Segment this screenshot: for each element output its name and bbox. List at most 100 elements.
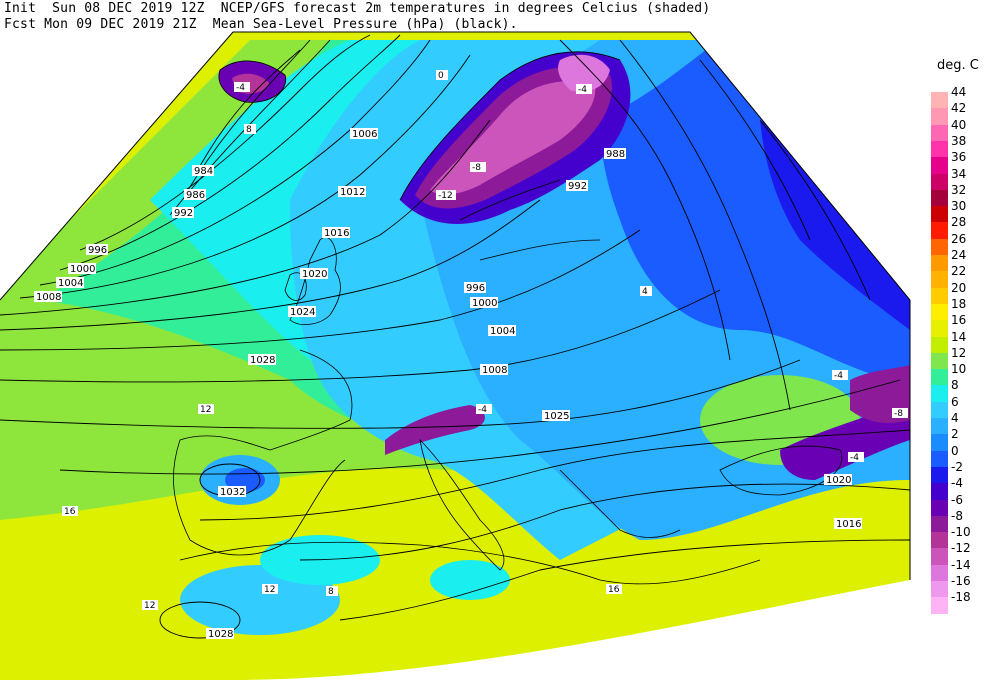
legend-label: 34 (951, 166, 967, 181)
legend-swatch (931, 499, 948, 517)
svg-text:12: 12 (264, 585, 275, 595)
legend-swatch (931, 222, 948, 240)
legend-swatch (931, 206, 948, 223)
legend-swatch (931, 157, 948, 174)
svg-text:1012: 1012 (340, 187, 365, 198)
legend-label: 44 (951, 85, 967, 99)
svg-text:8: 8 (246, 125, 252, 135)
legend-label: 8 (951, 378, 959, 393)
svg-text:996: 996 (88, 245, 107, 256)
isobar-label-1004-central: 1004 (488, 325, 516, 337)
svg-text:-4: -4 (834, 371, 843, 381)
legend-label: 30 (951, 199, 967, 214)
svg-text:1008: 1008 (482, 365, 507, 376)
svg-text:16: 16 (64, 507, 76, 517)
svg-text:12: 12 (144, 601, 155, 611)
temp-label-12-sw: 12 (142, 600, 158, 611)
svg-text:1006: 1006 (352, 129, 377, 140)
legend-label: -6 (951, 492, 963, 507)
temp-label-lapland: -4 (576, 84, 592, 95)
svg-text:1004: 1004 (490, 326, 515, 337)
isobar-label-1020-east: 1020 (824, 474, 852, 486)
chart-title-line2: Fcst Mon 09 DEC 2019 21Z Mean Sea-Level … (4, 17, 518, 32)
legend-label: 20 (951, 280, 967, 295)
isobar-label-1008: 1008 (34, 291, 62, 303)
isobar-labels: 984 986 992 996 1000 1004 1008 1006 1012… (34, 128, 862, 640)
legend-label: -14 (951, 557, 971, 572)
legend-swatch (931, 352, 948, 370)
isobar-label-1000: 1000 (68, 263, 96, 275)
legend-label: 16 (951, 313, 967, 328)
temp-label-8-south: 8 (326, 586, 338, 597)
isobar-label-1016-east: 1016 (834, 518, 862, 530)
legend-label: 36 (951, 150, 967, 165)
svg-text:1020: 1020 (826, 475, 851, 486)
chart-title-line1: Init Sun 08 DEC 2019 12Z NCEP/GFS foreca… (4, 1, 711, 16)
legend-label: 0 (951, 443, 959, 458)
legend-label: -12 (951, 541, 971, 556)
legend-swatch (931, 532, 948, 549)
legend-swatch (931, 515, 948, 533)
svg-text:1004: 1004 (58, 278, 83, 289)
legend-swatch (931, 450, 948, 468)
temp-label-east-2: -8 (892, 408, 908, 419)
svg-text:984: 984 (194, 166, 213, 177)
legend-label: -18 (951, 590, 971, 605)
legend-swatch (931, 124, 948, 142)
svg-text:-12: -12 (438, 191, 453, 201)
svg-text:4: 4 (642, 287, 648, 297)
legend-swatch (931, 255, 948, 272)
svg-text:-8: -8 (472, 163, 481, 173)
isobar-label-1032: 1032 (218, 486, 246, 498)
svg-text:1032: 1032 (220, 487, 245, 498)
legend-swatch (931, 597, 948, 615)
isobar-label-996: 996 (86, 244, 108, 256)
legend-swatch (931, 548, 948, 566)
isobar-label-988: 988 (604, 148, 626, 160)
temp-label-12-south: 12 (262, 584, 278, 595)
isobar-label-1004: 1004 (56, 277, 84, 289)
isobar-label-1012: 1012 (338, 186, 366, 198)
svg-text:992: 992 (174, 208, 193, 219)
temp-label-sweden: -8 (470, 162, 486, 173)
legend-label: 32 (951, 182, 967, 197)
svg-text:1000: 1000 (472, 298, 497, 309)
legend-label: 2 (951, 427, 959, 442)
temperature-labels: -4 -12 -8 -4 -4 -8 -4 -4 0 4 8 12 16 12 … (62, 70, 908, 611)
legend-label: 40 (951, 117, 967, 132)
legend-label: 14 (951, 329, 967, 344)
legend-swatch (931, 385, 948, 403)
temp-label-16-se: 16 (606, 584, 622, 595)
svg-text:988: 988 (606, 149, 625, 160)
coastlines (173, 51, 843, 585)
legend-label: -2 (951, 459, 963, 474)
legend-swatch (931, 320, 948, 337)
svg-text:1016: 1016 (836, 519, 861, 530)
svg-text:-4: -4 (578, 85, 587, 95)
svg-text:1016: 1016 (324, 228, 349, 239)
isobar-label-984: 984 (192, 165, 214, 177)
svg-text:16: 16 (608, 585, 620, 595)
temp-label-4: 4 (640, 286, 652, 297)
legend-label: 18 (951, 296, 967, 311)
legend-label: 22 (951, 264, 967, 279)
legend-label: 10 (951, 362, 967, 377)
legend-swatch (931, 466, 948, 484)
temp-label-0: 0 (436, 70, 448, 81)
svg-text:1008: 1008 (36, 292, 61, 303)
legend-label: 4 (951, 411, 959, 425)
svg-text:1020: 1020 (302, 269, 327, 280)
legend-swatch (931, 483, 948, 500)
isobar-label-986: 986 (184, 189, 206, 201)
legend-label: 24 (951, 248, 967, 262)
temp-label-12: 12 (198, 404, 214, 415)
svg-text:1025: 1025 (544, 411, 569, 422)
legend-swatch (931, 189, 948, 207)
legend-swatch (931, 303, 948, 321)
legend-label: -16 (951, 574, 971, 588)
isobar-label-1020: 1020 (300, 268, 328, 280)
legend-swatch (931, 564, 948, 582)
temp-label-east-3: -4 (848, 452, 864, 463)
isobar-label-1025: 1025 (542, 410, 570, 422)
